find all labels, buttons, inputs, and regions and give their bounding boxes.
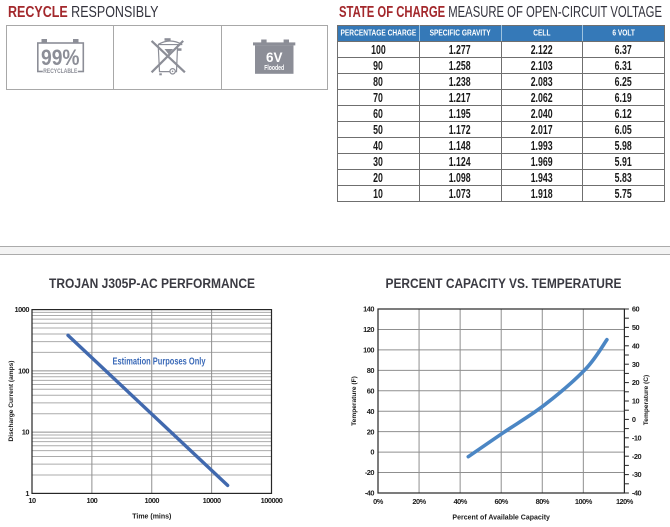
svg-text:-20: -20 [632, 452, 642, 461]
svg-text:6V: 6V [266, 50, 283, 65]
svg-text:0: 0 [632, 415, 636, 424]
svg-text:RECYCLABLE: RECYCLABLE [43, 68, 77, 74]
svg-text:10: 10 [28, 496, 36, 505]
svg-text:PERCENT CAPACITY VS. TEMPERATU: PERCENT CAPACITY VS. TEMPERATURE [386, 276, 622, 291]
svg-text:-40: -40 [632, 489, 642, 498]
svg-text:80: 80 [367, 366, 375, 375]
svg-text:-10: -10 [632, 433, 642, 442]
svg-text:100%: 100% [575, 497, 593, 506]
svg-text:-30: -30 [632, 470, 642, 479]
svg-text:Temperature (F): Temperature (F) [351, 376, 358, 426]
svg-text:100000: 100000 [261, 496, 283, 505]
svg-text:10: 10 [632, 397, 640, 406]
svg-text:0: 0 [370, 448, 374, 457]
svg-text:20: 20 [367, 427, 375, 436]
svg-text:Estimation Purposes Only: Estimation Purposes Only [113, 356, 206, 368]
svg-text:80%: 80% [536, 497, 550, 506]
svg-text:20: 20 [632, 378, 640, 387]
svg-text:40%: 40% [453, 497, 467, 506]
svg-text:60%: 60% [495, 497, 509, 506]
svg-text:120%: 120% [616, 497, 634, 506]
svg-text:10: 10 [22, 428, 30, 437]
svg-text:50: 50 [632, 323, 640, 332]
svg-text:40: 40 [632, 341, 640, 350]
svg-text:100: 100 [86, 496, 97, 505]
svg-text:-40: -40 [365, 489, 375, 498]
svg-text:60: 60 [367, 386, 375, 395]
svg-text:20%: 20% [412, 497, 426, 506]
svg-text:100: 100 [18, 366, 29, 375]
svg-text:1000: 1000 [145, 496, 160, 505]
svg-text:1: 1 [25, 489, 29, 498]
svg-text:Percent of Available Capacity: Percent of Available Capacity [452, 515, 550, 522]
svg-text:30: 30 [632, 360, 640, 369]
svg-text:Discharge Current (amps): Discharge Current (amps) [8, 361, 15, 442]
svg-text:99%: 99% [41, 45, 80, 70]
svg-text:-20: -20 [365, 468, 375, 477]
svg-text:120: 120 [363, 325, 374, 334]
svg-text:Temperature (C): Temperature (C) [643, 375, 650, 425]
svg-text:TROJAN J305P-AC PERFORMANCE: TROJAN J305P-AC PERFORMANCE [49, 276, 255, 291]
svg-text:Flooded: Flooded [264, 65, 284, 72]
svg-text:1000: 1000 [15, 305, 30, 314]
svg-text:Time (mins): Time (mins) [132, 514, 171, 521]
svg-text:140: 140 [363, 305, 374, 314]
svg-text:10000: 10000 [203, 496, 221, 505]
svg-text:0%: 0% [373, 497, 384, 506]
svg-text:60: 60 [632, 305, 640, 314]
svg-text:40: 40 [367, 407, 375, 416]
svg-text:100: 100 [363, 345, 374, 354]
